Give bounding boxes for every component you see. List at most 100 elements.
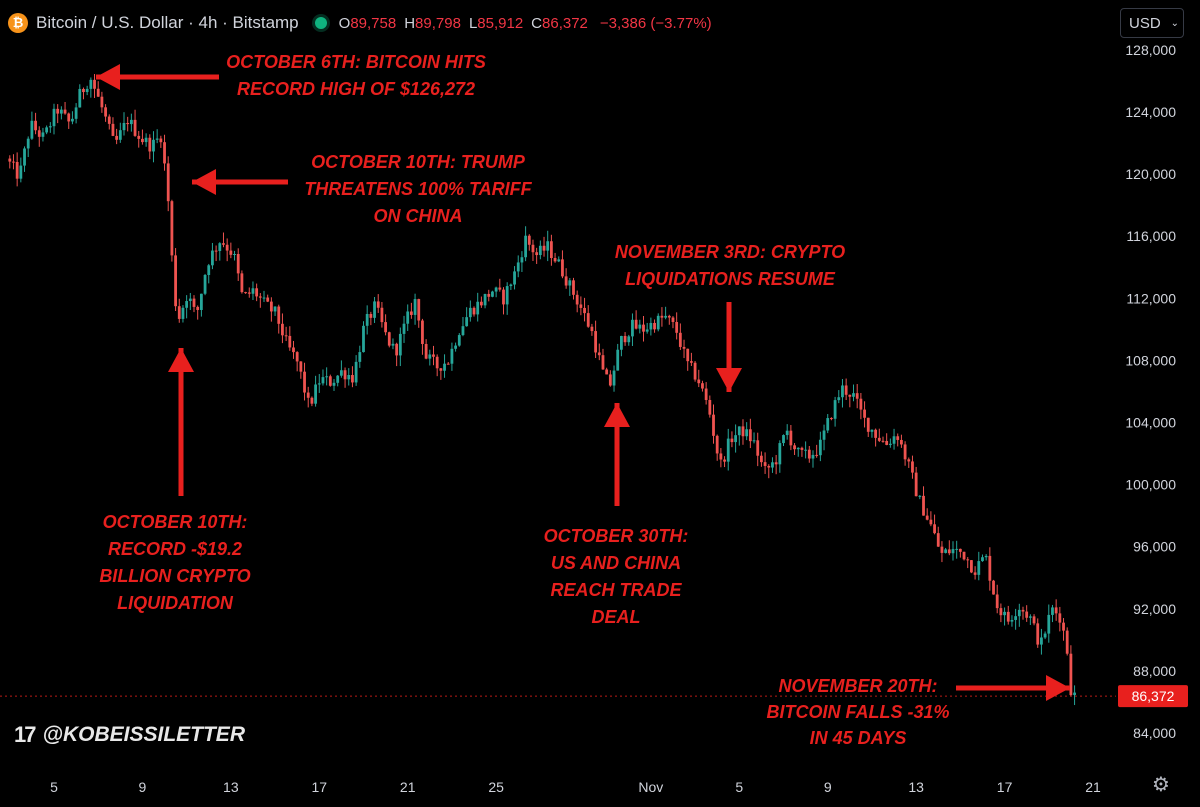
- y-tick-label: 124,000: [1125, 104, 1176, 120]
- candle-body: [196, 306, 200, 310]
- candle-body: [100, 96, 104, 108]
- candle-body: [719, 453, 723, 460]
- candle-body: [660, 315, 664, 318]
- candle-body: [999, 608, 1003, 616]
- candle-body: [15, 161, 19, 179]
- candle-body: [498, 287, 502, 290]
- candle-body: [796, 447, 800, 450]
- annotation-text: OCTOBER 10TH:: [103, 512, 248, 532]
- candle-body: [892, 436, 896, 444]
- candle-body: [214, 250, 218, 252]
- candle-body: [247, 292, 251, 294]
- candle-body: [951, 549, 955, 554]
- y-tick-label: 116,000: [1126, 228, 1176, 244]
- currency-selector-button[interactable]: USD ⌄: [1120, 8, 1184, 38]
- y-tick-label: 88,000: [1133, 663, 1176, 679]
- candle-body: [513, 271, 516, 285]
- x-tick-label: 21: [400, 779, 416, 795]
- candle-body: [881, 440, 885, 442]
- y-tick-label: 104,000: [1125, 415, 1176, 431]
- candle-body: [439, 368, 443, 371]
- candle-body: [299, 361, 303, 372]
- candle-body: [59, 109, 63, 114]
- candle-body: [491, 291, 494, 297]
- candle-body: [642, 324, 645, 332]
- candle-body: [730, 438, 734, 443]
- candle-body: [793, 445, 796, 450]
- candle-body: [34, 120, 37, 131]
- annotation-text: LIQUIDATION: [117, 593, 234, 613]
- candle-body: [314, 384, 317, 404]
- candle-body: [233, 253, 236, 255]
- candle-body: [911, 461, 914, 473]
- candle-body: [726, 438, 730, 462]
- x-tick-label: 25: [488, 779, 504, 795]
- candle-body: [752, 440, 756, 442]
- ohlc-close: C86,372: [531, 15, 588, 32]
- candle-body: [509, 284, 513, 287]
- candle-body: [1006, 611, 1010, 622]
- candle-body: [586, 313, 590, 327]
- candle-body: [303, 371, 306, 393]
- y-tick-label: 92,000: [1133, 601, 1176, 617]
- candle-body: [863, 409, 866, 418]
- candle-body: [619, 335, 623, 350]
- candle-body: [12, 161, 15, 163]
- candle-body: [133, 119, 137, 136]
- candle-body: [874, 429, 878, 438]
- candle-body: [428, 354, 432, 359]
- symbol-title[interactable]: Bitcoin / U.S. Dollar · 4h · Bitstamp: [36, 13, 299, 32]
- candle-body: [321, 377, 325, 384]
- candle-body: [1036, 623, 1040, 645]
- candle-body: [826, 418, 830, 431]
- candle-body: [590, 326, 594, 332]
- candle-body: [159, 138, 163, 143]
- candle-body: [258, 296, 262, 298]
- candle-body: [553, 258, 557, 262]
- candle-body: [900, 439, 903, 445]
- candle-body: [922, 495, 925, 516]
- annotation-arrowhead: [168, 348, 194, 372]
- candle-body: [712, 414, 715, 436]
- candle-body: [126, 123, 130, 125]
- candle-body: [649, 322, 653, 330]
- candle-body: [947, 549, 951, 554]
- ohlc-close-key: C: [531, 14, 543, 32]
- candle-body: [748, 429, 752, 442]
- candle-body: [830, 418, 833, 420]
- candle-body: [288, 335, 292, 348]
- y-tick-label: 128,000: [1125, 42, 1176, 58]
- candle-body: [85, 88, 89, 93]
- x-tick-label: 13: [908, 779, 924, 795]
- candle-body: [52, 108, 56, 127]
- x-tick-label: 13: [223, 779, 239, 795]
- watermark: 17 @KOBEISSILETTER: [14, 722, 245, 748]
- candle-body: [608, 374, 612, 386]
- candle-body: [605, 369, 609, 375]
- candle-body: [71, 118, 74, 122]
- x-tick-label: 9: [139, 779, 147, 795]
- candle-body: [715, 435, 719, 454]
- y-tick-label: 84,000: [1133, 725, 1176, 741]
- candle-body: [152, 139, 155, 152]
- gear-icon[interactable]: ⚙: [1152, 774, 1170, 796]
- candle-body: [771, 462, 774, 468]
- annotation-text: THREATENS 100% TARIFF: [304, 179, 532, 199]
- candle-body: [988, 555, 992, 581]
- candle-body: [804, 449, 808, 451]
- candle-body: [432, 354, 435, 357]
- ohlc-high-value: 89,798: [415, 14, 461, 32]
- candle-body: [516, 262, 520, 272]
- candle-body: [774, 462, 778, 465]
- annotation-text: OCTOBER 10TH: TRUMP: [311, 152, 526, 172]
- annotation-arrowhead: [716, 368, 742, 392]
- candle-body: [1058, 613, 1062, 623]
- candle-body: [940, 546, 944, 553]
- candle-body: [502, 289, 505, 305]
- candle-body: [1025, 611, 1029, 618]
- candle-body: [767, 465, 771, 468]
- candle-body: [1069, 653, 1073, 696]
- candle-body: [373, 301, 376, 318]
